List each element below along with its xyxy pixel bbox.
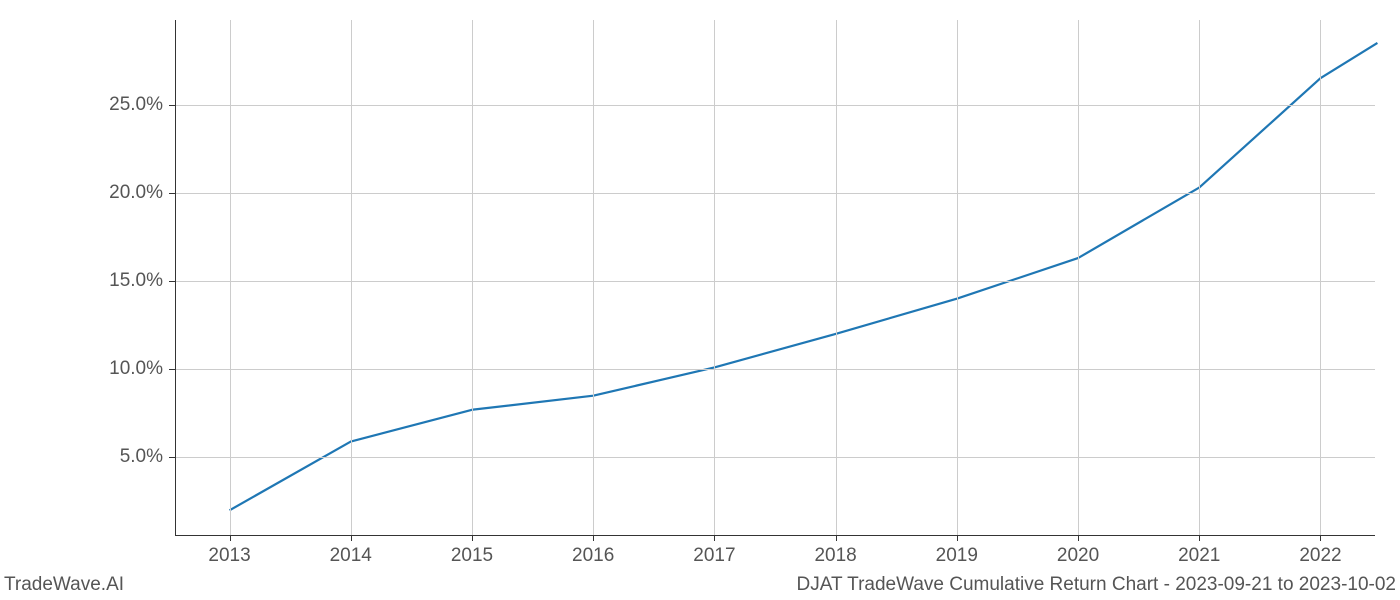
gridline-vertical [472, 20, 473, 535]
x-tick-label: 2020 [1057, 545, 1099, 567]
gridline-vertical [957, 20, 958, 535]
x-tick-label: 2017 [693, 545, 735, 567]
footer-brand: TradeWave.AI [4, 574, 124, 596]
x-tick-label: 2014 [330, 545, 372, 567]
footer-caption: DJAT TradeWave Cumulative Return Chart -… [796, 574, 1396, 596]
gridline-horizontal [175, 281, 1375, 282]
gridline-horizontal [175, 105, 1375, 106]
y-tick-label: 5.0% [120, 446, 163, 468]
y-tick-label: 20.0% [109, 182, 163, 204]
gridline-vertical [714, 20, 715, 535]
gridline-vertical [1199, 20, 1200, 535]
gridline-vertical [230, 20, 231, 535]
gridline-horizontal [175, 369, 1375, 370]
x-tick-label: 2019 [936, 545, 978, 567]
y-axis-spine [175, 20, 176, 535]
y-tick-label: 10.0% [109, 358, 163, 380]
gridline-vertical [1320, 20, 1321, 535]
x-tick-label: 2013 [208, 545, 250, 567]
x-tick-label: 2021 [1178, 545, 1220, 567]
x-tick-label: 2016 [572, 545, 614, 567]
plot-area [175, 20, 1375, 535]
gridline-vertical [351, 20, 352, 535]
gridline-vertical [1078, 20, 1079, 535]
gridline-vertical [593, 20, 594, 535]
gridline-vertical [836, 20, 837, 535]
x-tick-label: 2015 [451, 545, 493, 567]
gridline-horizontal [175, 193, 1375, 194]
gridline-horizontal [175, 457, 1375, 458]
y-tick-label: 25.0% [109, 94, 163, 116]
x-axis-spine [175, 535, 1375, 536]
cumulative-return-chart: 5.0% 10.0% 15.0% 20.0% 25.0% 2013 2014 2015 2016… [0, 0, 1400, 600]
y-tick-label: 15.0% [109, 270, 163, 292]
x-tick-label: 2022 [1299, 545, 1341, 567]
x-tick-label: 2018 [814, 545, 856, 567]
return-line [230, 43, 1378, 510]
